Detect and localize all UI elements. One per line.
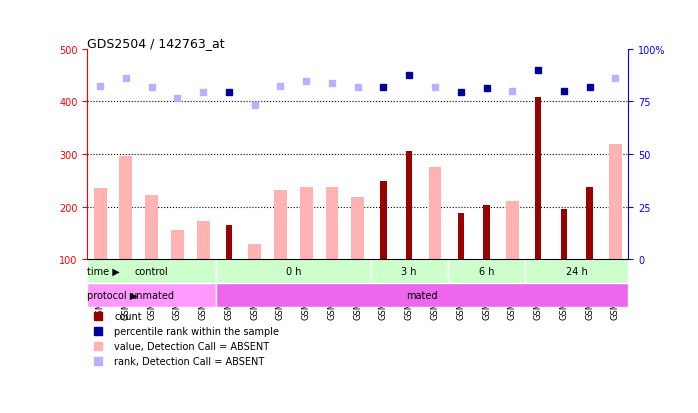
Bar: [483, 206, 490, 259]
Text: 3 h: 3 h: [401, 266, 417, 277]
FancyBboxPatch shape: [216, 259, 371, 284]
FancyBboxPatch shape: [525, 259, 628, 284]
Text: rank, Detection Call = ABSENT: rank, Detection Call = ABSENT: [114, 356, 265, 367]
Bar: [171, 231, 184, 259]
Bar: [94, 189, 107, 259]
Text: protocol ▶: protocol ▶: [87, 291, 138, 301]
Text: mated: mated: [406, 291, 438, 301]
Bar: [380, 182, 387, 259]
Bar: [248, 245, 261, 259]
Text: count: count: [114, 311, 142, 322]
FancyBboxPatch shape: [371, 259, 448, 284]
Bar: [325, 187, 339, 259]
Bar: [506, 202, 519, 259]
Text: GDS2504 / 142763_at: GDS2504 / 142763_at: [87, 37, 225, 50]
Text: control: control: [135, 266, 168, 277]
Bar: [406, 152, 413, 259]
Bar: [274, 190, 287, 259]
Bar: [535, 98, 541, 259]
FancyBboxPatch shape: [216, 284, 628, 308]
Bar: [429, 168, 441, 259]
Text: 24 h: 24 h: [566, 266, 588, 277]
Bar: [609, 145, 622, 259]
Bar: [299, 187, 313, 259]
Bar: [586, 187, 593, 259]
Text: 0 h: 0 h: [285, 266, 301, 277]
FancyBboxPatch shape: [87, 259, 216, 284]
Bar: [197, 221, 209, 259]
Bar: [225, 225, 232, 259]
Text: value, Detection Call = ABSENT: value, Detection Call = ABSENT: [114, 342, 269, 351]
Text: time ▶: time ▶: [87, 266, 120, 277]
Bar: [560, 210, 567, 259]
FancyBboxPatch shape: [87, 284, 216, 308]
Bar: [458, 214, 464, 259]
Text: percentile rank within the sample: percentile rank within the sample: [114, 327, 279, 337]
Bar: [145, 195, 158, 259]
Text: unmated: unmated: [130, 291, 174, 301]
Text: 6 h: 6 h: [479, 266, 494, 277]
FancyBboxPatch shape: [448, 259, 525, 284]
Bar: [119, 157, 133, 259]
Bar: [351, 197, 364, 259]
